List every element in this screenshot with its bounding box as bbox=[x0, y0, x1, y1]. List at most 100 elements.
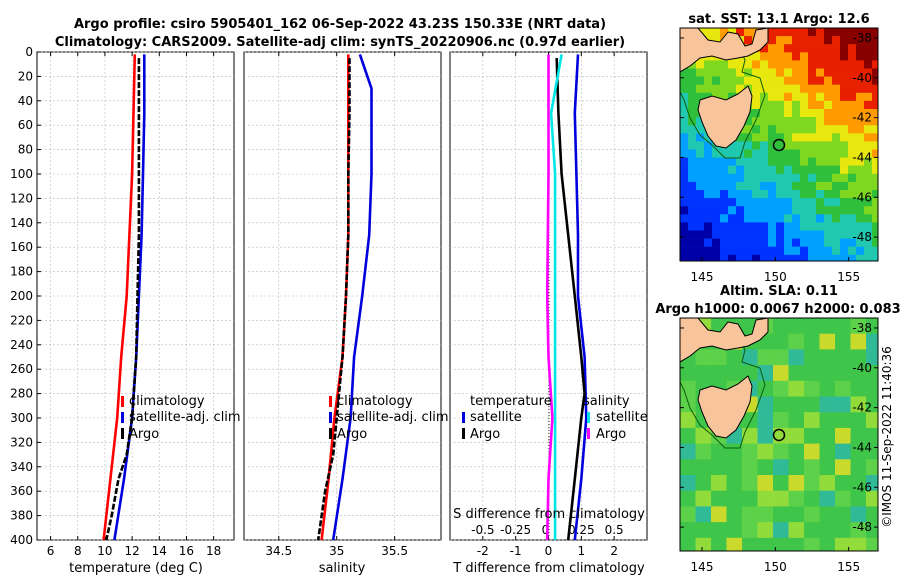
sst-cell bbox=[720, 92, 729, 102]
sst-cell bbox=[864, 190, 873, 199]
sst-cell bbox=[736, 190, 745, 199]
sst-cell bbox=[776, 109, 785, 118]
sst-cell bbox=[872, 157, 878, 166]
sst-cell bbox=[864, 141, 873, 150]
sst-cell bbox=[800, 173, 809, 183]
sla-cell bbox=[819, 396, 836, 413]
sst-cell bbox=[800, 254, 809, 261]
sla-cell bbox=[835, 365, 851, 382]
sst-cell bbox=[872, 206, 878, 215]
sst-cell bbox=[680, 141, 689, 150]
mainland-shape bbox=[680, 28, 769, 73]
sst-cell bbox=[792, 92, 801, 102]
sst-cell bbox=[832, 190, 841, 199]
sla-cell bbox=[866, 522, 878, 539]
sst-cell bbox=[744, 141, 753, 150]
difference-panel: -2 -1 0 1 2 -0.5 -0.25 0 0.25 0.5 T difference f… bbox=[449, 51, 648, 576]
sst-cell bbox=[800, 222, 809, 231]
sst-cell bbox=[712, 238, 721, 247]
sst-cell bbox=[848, 109, 857, 118]
sst-cell bbox=[816, 214, 825, 223]
sst-cell bbox=[808, 198, 817, 207]
sst-cell bbox=[832, 246, 841, 255]
sla-cell bbox=[850, 490, 867, 507]
sst-cell bbox=[688, 84, 697, 93]
y-tick-label: 280 bbox=[10, 387, 33, 401]
sst-cell bbox=[808, 44, 817, 53]
sst-cell bbox=[816, 149, 825, 158]
sst-cell bbox=[736, 222, 745, 231]
sst-cell bbox=[816, 52, 825, 61]
sst-cell bbox=[864, 157, 873, 166]
sst-cell bbox=[712, 246, 721, 255]
sla-cell bbox=[850, 365, 867, 382]
x-tick-label: -2 bbox=[477, 544, 489, 558]
sst-cell bbox=[832, 133, 841, 142]
sst-cell bbox=[704, 190, 713, 199]
sst-cell bbox=[784, 100, 793, 110]
sst-cell bbox=[688, 206, 697, 215]
sst-cell bbox=[776, 206, 785, 215]
sst-cell bbox=[792, 36, 801, 45]
sst-cell bbox=[832, 36, 841, 45]
sst-cell bbox=[872, 52, 878, 61]
sst-cell bbox=[840, 181, 849, 191]
sst-cell bbox=[824, 198, 833, 207]
sla-cell bbox=[757, 412, 774, 429]
sla-cell bbox=[788, 490, 805, 507]
sst-cell bbox=[760, 238, 769, 247]
sst-cell bbox=[712, 157, 721, 166]
sla-cell bbox=[788, 365, 805, 382]
sst-cell bbox=[840, 149, 849, 158]
sst-cell bbox=[736, 214, 745, 223]
series-line-argo bbox=[316, 58, 351, 540]
sst-cell bbox=[688, 92, 697, 102]
sst-cell bbox=[848, 76, 857, 85]
sst-cell bbox=[704, 133, 713, 142]
sla-cell bbox=[850, 333, 867, 350]
sst-cell bbox=[736, 60, 745, 69]
sla-cell bbox=[773, 365, 789, 382]
sla-cell bbox=[711, 522, 727, 539]
sst-cell bbox=[808, 230, 817, 239]
sst-cell bbox=[712, 254, 721, 261]
sla-cell bbox=[819, 365, 836, 382]
sst-cell bbox=[872, 100, 878, 110]
salinity-legend: climatology satellite-adj. clim Argo bbox=[329, 394, 449, 442]
sst-cell bbox=[728, 254, 737, 261]
sst-cell bbox=[792, 230, 801, 239]
sst-cell bbox=[848, 222, 857, 231]
sst-cell bbox=[816, 157, 825, 166]
sla-cell bbox=[711, 349, 727, 366]
temperature-yticks: 0 20 40 60 80 100 120 140 160 180 200 220 240 260 280 3… bbox=[10, 45, 41, 547]
sst-cell bbox=[832, 222, 841, 231]
sst-cell bbox=[832, 214, 841, 223]
sla-cell bbox=[726, 522, 743, 539]
sst-cell bbox=[784, 76, 793, 85]
sla-cell bbox=[680, 427, 696, 444]
sst-cell bbox=[760, 198, 769, 207]
sst-cell bbox=[728, 214, 737, 223]
sst-cell bbox=[776, 190, 785, 199]
sst-cell bbox=[824, 230, 833, 239]
sst-cell bbox=[856, 238, 865, 247]
sst-cell bbox=[736, 206, 745, 215]
sst-cell bbox=[760, 181, 769, 191]
sst-cell bbox=[848, 84, 857, 93]
sla-cell bbox=[742, 537, 758, 551]
sst-cell bbox=[696, 173, 705, 183]
sst-cell bbox=[728, 230, 737, 239]
map-y-tick-label: -38 bbox=[852, 321, 872, 335]
sst-cell bbox=[768, 84, 777, 93]
series-line-temperature-argo bbox=[555, 58, 586, 540]
sst-cell bbox=[864, 238, 873, 247]
sst-cell bbox=[768, 44, 777, 53]
sla-cell bbox=[711, 459, 727, 476]
sla-cell bbox=[866, 427, 878, 444]
sst-cell bbox=[864, 68, 873, 77]
sst-cell bbox=[752, 133, 761, 142]
sla-map-title-line2: Argo h1000: 0.0067 h2000: 0.083 bbox=[655, 302, 900, 317]
sst-cell bbox=[704, 60, 713, 69]
map-y-tick-label: -46 bbox=[852, 190, 872, 204]
sst-cell bbox=[824, 206, 833, 215]
